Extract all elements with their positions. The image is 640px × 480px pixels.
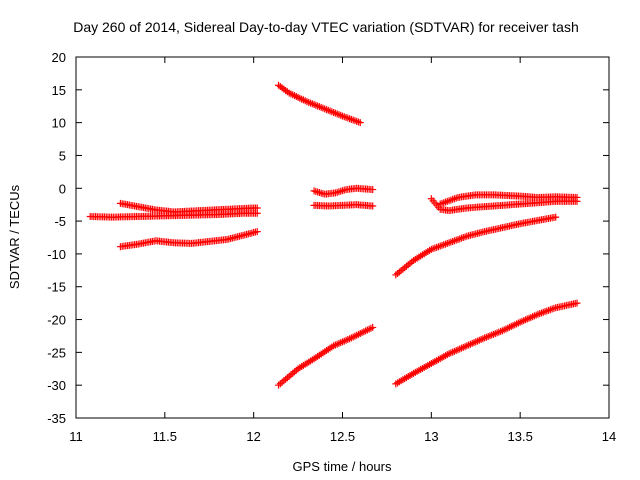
- x-tick-label: 13: [424, 429, 438, 444]
- series-trace-g: [275, 323, 377, 389]
- x-tick-labels: 11 11.5 12 12.5 13 13.5 14: [69, 429, 616, 444]
- x-tick-label: 13.5: [508, 429, 533, 444]
- y-tick-label: -15: [47, 280, 66, 295]
- x-tick-label: 12.5: [330, 429, 355, 444]
- x-tick-label: 14: [602, 429, 616, 444]
- series-trace-i: [436, 191, 581, 208]
- x-tick-label: 12: [246, 429, 260, 444]
- series-trace-d: [275, 81, 364, 127]
- data-point-marker: [356, 119, 364, 127]
- data-point-marker: [552, 213, 560, 221]
- data-point-marker: [573, 299, 581, 307]
- x-axis-label: GPS time / hours: [293, 459, 392, 474]
- y-tick-labels: -35 -30 -25 -20 -15 -10 -5 0 5 10 15 20: [47, 50, 66, 426]
- y-tick-label: 0: [59, 181, 66, 196]
- series-trace-e: [310, 184, 377, 198]
- y-tick-label: -20: [47, 313, 66, 328]
- series-trace-b: [116, 199, 261, 216]
- y-tick-label: -35: [47, 411, 66, 426]
- data-point-marker: [253, 204, 261, 212]
- series-trace-h: [427, 195, 581, 215]
- chart-title: Day 260 of 2014, Sidereal Day-to-day VTE…: [73, 19, 579, 35]
- y-tick-label: -30: [47, 378, 66, 393]
- x-tick-label: 11.5: [153, 429, 177, 444]
- y-tick-label: 5: [59, 148, 66, 163]
- y-tick-label: 20: [52, 50, 66, 65]
- data-points: [86, 81, 581, 389]
- series-trace-c: [116, 228, 261, 251]
- y-tick-label: -10: [47, 247, 66, 262]
- data-point-marker: [253, 228, 261, 236]
- data-point-marker: [369, 186, 377, 194]
- y-tick-label: 10: [52, 116, 66, 131]
- series-trace-j: [392, 213, 560, 279]
- y-tick-label: -5: [54, 214, 66, 229]
- data-point-marker: [573, 193, 581, 201]
- data-point-marker: [369, 323, 377, 331]
- y-tick-label: -25: [47, 345, 66, 360]
- y-tick-label: 15: [52, 83, 66, 98]
- axis-ticks: [75, 56, 610, 419]
- series-trace-k: [392, 299, 581, 388]
- series-trace-f: [310, 201, 377, 210]
- x-tick-label: 11: [69, 429, 83, 444]
- y-axis-label: SDTVAR / TECUs: [7, 184, 22, 289]
- data-point-marker: [369, 202, 377, 210]
